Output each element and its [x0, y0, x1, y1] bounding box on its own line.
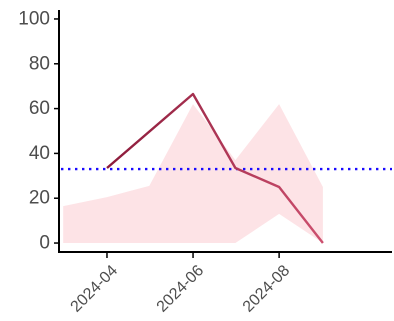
plot-area	[61, 92, 392, 244]
y-tick-label: 40	[29, 143, 50, 164]
y-tick-label: 20	[29, 188, 50, 209]
x-axis-ticks: 2024-04 2024-06 2024-08	[68, 252, 294, 316]
x-tick-label: 2024-08	[240, 262, 294, 316]
y-tick-label: 60	[29, 98, 50, 119]
y-tick-label: 0	[39, 233, 50, 254]
series-line	[106, 92, 324, 244]
y-tick-label: 100	[18, 8, 50, 29]
x-tick-label: 2024-04	[68, 262, 122, 316]
confidence-band	[63, 104, 323, 243]
y-axis-ticks: 0 20 40 60 80 100	[18, 8, 59, 254]
y-tick-label: 80	[29, 53, 50, 74]
x-tick-label: 2024-06	[154, 262, 208, 316]
